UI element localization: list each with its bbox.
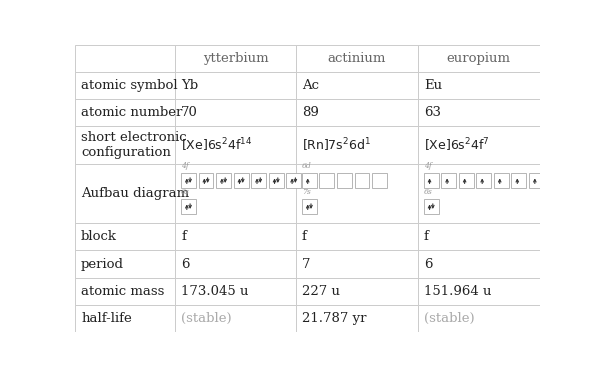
Text: 63: 63 [424,106,441,119]
Bar [302,173,317,188]
Text: 4f: 4f [181,162,189,170]
Text: period: period [81,257,124,270]
Bar [251,173,266,188]
Bar [418,223,540,250]
Bar [296,45,418,72]
Bar [337,173,352,188]
Bar [511,173,526,188]
Text: f: f [181,230,186,243]
Bar [418,164,540,223]
Text: atomic mass: atomic mass [81,285,164,298]
Bar [424,173,439,188]
Text: block: block [81,230,117,243]
Bar [418,99,540,126]
Bar [175,250,296,278]
Bar [199,173,214,188]
Bar [372,173,387,188]
Bar [296,250,418,278]
Text: 227 u: 227 u [302,285,340,298]
Bar [75,250,175,278]
Text: Ac: Ac [302,79,319,92]
Bar [286,173,301,188]
Bar [175,126,296,164]
Bar [494,173,509,188]
Text: 7s: 7s [302,188,311,196]
Bar [269,173,284,188]
Text: atomic symbol: atomic symbol [81,79,178,92]
Bar [75,126,175,164]
Text: (stable): (stable) [424,312,475,325]
Bar [296,223,418,250]
Text: Yb: Yb [181,79,198,92]
Bar [175,45,296,72]
Bar [476,173,491,188]
Text: atomic number: atomic number [81,106,182,119]
Text: 70: 70 [181,106,198,119]
Bar [181,173,196,188]
Bar [319,173,334,188]
Text: $\mathregular{[Rn]7s^26d^1}$: $\mathregular{[Rn]7s^26d^1}$ [302,137,371,154]
Text: 6: 6 [424,257,432,270]
Text: f: f [302,230,307,243]
Text: Aufbau diagram: Aufbau diagram [81,187,189,200]
Text: ytterbium: ytterbium [203,52,268,65]
Bar [296,305,418,332]
Text: europium: europium [447,52,511,65]
Bar [216,173,231,188]
Bar [418,278,540,305]
Bar [296,278,418,305]
Bar [175,278,296,305]
Text: $\mathregular{[Xe]6s^24f^7}$: $\mathregular{[Xe]6s^24f^7}$ [424,137,490,154]
Bar [75,45,175,72]
Text: f: f [424,230,428,243]
Bar [418,45,540,72]
Bar [418,72,540,99]
Text: half-life: half-life [81,312,132,325]
Bar [175,99,296,126]
Bar [529,173,544,188]
Text: 4f: 4f [424,162,431,170]
Bar [175,305,296,332]
Bar [175,223,296,250]
Bar [355,173,370,188]
Text: 6: 6 [181,257,190,270]
Bar [75,305,175,332]
Text: (stable): (stable) [181,312,232,325]
Bar [418,305,540,332]
Text: 6d: 6d [302,162,311,170]
Bar [75,72,175,99]
Bar [418,250,540,278]
Bar [181,199,196,214]
Bar [75,278,175,305]
Text: $\mathregular{[Xe]6s^24f^{14}}$: $\mathregular{[Xe]6s^24f^{14}}$ [181,137,253,154]
Bar [296,99,418,126]
Bar [418,126,540,164]
Bar [296,126,418,164]
Bar [459,173,474,188]
Text: 173.045 u: 173.045 u [181,285,248,298]
Bar [175,164,296,223]
Text: 6s: 6s [181,188,190,196]
Text: 7: 7 [302,257,310,270]
Bar [441,173,456,188]
Bar [75,99,175,126]
Bar [75,164,175,223]
Text: 21.787 yr: 21.787 yr [302,312,367,325]
Bar [296,72,418,99]
Bar [424,199,439,214]
Bar [296,164,418,223]
Text: 6s: 6s [424,188,433,196]
Bar [233,173,248,188]
Bar [175,72,296,99]
Text: Eu: Eu [424,79,442,92]
Bar [302,199,317,214]
Text: actinium: actinium [328,52,386,65]
Bar [75,223,175,250]
Text: 151.964 u: 151.964 u [424,285,491,298]
Text: 89: 89 [302,106,319,119]
Text: short electronic
configuration: short electronic configuration [81,131,187,159]
